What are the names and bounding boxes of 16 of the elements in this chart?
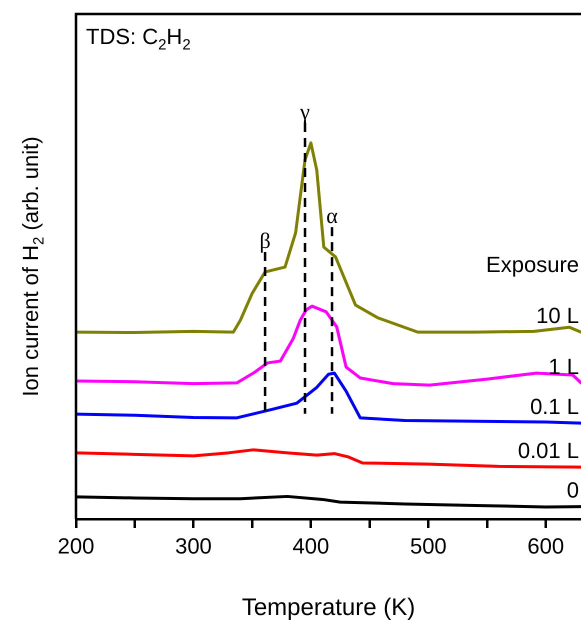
x-tick-label: 200 [58,533,94,558]
x-tick-label: 400 [292,533,330,558]
x-tick-label: 500 [410,533,447,558]
x-tick-label: 300 [175,533,212,558]
series-label: 10 L [536,303,580,328]
ref-line-label: β [259,228,271,253]
series-label: 0.1 L [530,394,580,420]
y-axis-title: Ion current of H2 (arb. unit) [18,136,48,397]
series-label: 0.01 L [518,438,580,464]
series-label: 0 [566,478,580,503]
ref-line-label: α [326,203,338,228]
series-label: 1 L [548,354,580,379]
legend-title: Exposure [486,252,580,278]
x-axis-title: Temperature (K) [242,594,416,622]
x-tick-label: 600 [527,533,564,558]
ref-line-label: γ [299,98,310,124]
